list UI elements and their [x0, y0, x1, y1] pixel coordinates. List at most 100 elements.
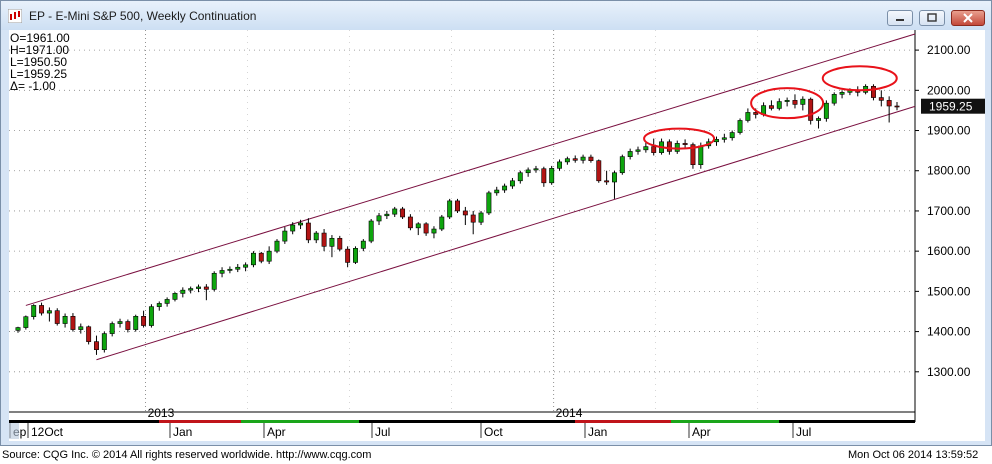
status-footer: Source: CQG Inc. © 2014 All rights reser… [0, 446, 992, 464]
candle-down [588, 156, 594, 161]
candle-up [164, 299, 170, 304]
candle-up [368, 220, 374, 242]
candle-down [886, 100, 892, 107]
candle-down [407, 216, 413, 229]
upper-channel-line [25, 33, 916, 306]
scroll-marker[interactable] [9, 423, 19, 439]
candle-down [94, 341, 99, 350]
candle-up [23, 316, 29, 328]
candle-up [643, 146, 649, 151]
ohlc-readout-line: L=1950.50 [10, 55, 67, 69]
candle-up [172, 293, 178, 300]
candle-up [816, 118, 821, 121]
month-label: Jul [375, 425, 390, 439]
candle-up [282, 230, 288, 242]
chart-area[interactable]: 1300.00 1400.00 1500.00 1600.00 1700.00 1800.… [9, 30, 985, 441]
candle-down [423, 223, 429, 234]
candle-up [839, 92, 845, 95]
season-band [575, 420, 671, 423]
candle-up [557, 161, 562, 169]
candle-up [627, 151, 633, 157]
candle-up [714, 139, 719, 143]
candle-up [219, 270, 225, 274]
candle-up [737, 120, 743, 133]
last-price-label: 1959.25 [929, 100, 973, 114]
month-label: Jul [796, 425, 811, 439]
close-button[interactable] [951, 10, 985, 26]
candle-down [470, 214, 476, 223]
lower-channel-line [96, 105, 916, 361]
minimize-button[interactable] [887, 10, 913, 26]
candle-up [196, 286, 201, 289]
candle-up [729, 132, 735, 139]
candle-up [353, 248, 358, 263]
candle-up [329, 237, 335, 247]
candle-up [698, 145, 704, 166]
ohlc-readout-line: L=1959.25 [10, 67, 67, 81]
candle-up [298, 222, 303, 226]
season-band [671, 420, 779, 423]
candle-down [258, 252, 264, 262]
candle-up [78, 326, 84, 330]
title-bar[interactable]: EP - E-Mini S&P 500, Weekly Continuation [1, 1, 991, 30]
minimize-icon [896, 19, 904, 21]
y-tick-label: 1700.00 [927, 204, 971, 218]
candle-up [525, 169, 531, 174]
candle-down [604, 180, 610, 183]
ohlc-readout-line: H=1971.00 [10, 43, 69, 57]
candle-up [266, 250, 272, 262]
candle-down [808, 98, 814, 121]
candle-up [188, 288, 194, 291]
season-band [779, 420, 915, 423]
candle-up [745, 112, 751, 121]
restore-icon [927, 13, 937, 22]
candle-up [243, 264, 249, 268]
candle-down [462, 210, 468, 216]
cqg-app-icon [8, 9, 22, 23]
y-tick-label: 1600.00 [927, 244, 971, 258]
window-title: EP - E-Mini S&P 500, Weekly Continuation [29, 9, 257, 23]
candle-down [400, 208, 406, 218]
candle-up [447, 200, 453, 218]
candle-up [831, 94, 837, 104]
candle-down [86, 326, 92, 342]
candle-down [70, 315, 76, 330]
candle-up [517, 172, 523, 182]
candle-up [776, 101, 782, 109]
candle-down [666, 141, 672, 152]
highlight-ellipse [643, 127, 716, 150]
candle-down [455, 200, 460, 212]
candle-up [101, 333, 107, 350]
chart-window: EP - E-Mini S&P 500, Weekly Continuation… [0, 0, 992, 446]
candle-down [768, 105, 774, 109]
candle-down [54, 310, 60, 324]
candle-up [290, 224, 296, 232]
month-label: 12Oct [31, 425, 64, 439]
season-band [359, 420, 487, 423]
candle-up [117, 321, 123, 324]
candle-down [894, 105, 900, 108]
candle-down [203, 286, 209, 290]
price-chart[interactable]: 1300.00 1400.00 1500.00 1600.00 1700.00 1800.… [9, 30, 985, 441]
candle-up [823, 102, 829, 119]
candle-down [345, 248, 351, 263]
candle-down [682, 143, 688, 145]
candle-up [533, 168, 539, 171]
highlight-ellipse [750, 87, 825, 120]
candle-up [509, 180, 515, 187]
year-label: 2014 [556, 406, 583, 420]
candle-up [148, 306, 154, 326]
candle-up [392, 208, 398, 215]
candle-down [596, 160, 602, 182]
candle-down [39, 305, 45, 314]
y-tick-label: 1400.00 [927, 325, 971, 339]
candle-up [227, 268, 233, 271]
candle-up [109, 323, 115, 334]
candle-up [360, 240, 366, 249]
candle-up [376, 215, 382, 222]
y-tick-label: 2100.00 [927, 43, 971, 57]
candle-up [564, 158, 570, 163]
candle-down [870, 85, 876, 98]
maximize-button[interactable] [919, 10, 945, 26]
candle-down [305, 222, 311, 241]
